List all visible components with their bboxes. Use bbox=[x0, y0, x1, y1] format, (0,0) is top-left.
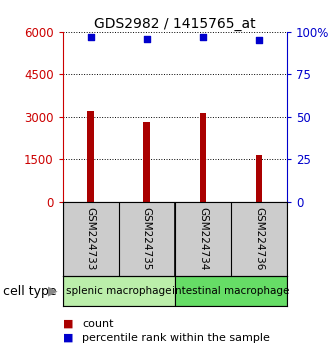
Text: GSM224734: GSM224734 bbox=[198, 207, 208, 271]
Text: GSM224733: GSM224733 bbox=[86, 207, 96, 271]
Bar bbox=[200, 113, 206, 202]
Text: ■: ■ bbox=[63, 333, 73, 343]
Point bbox=[256, 38, 262, 43]
Text: ▶: ▶ bbox=[48, 285, 57, 298]
Bar bbox=[63, 276, 175, 306]
Bar bbox=[87, 111, 94, 202]
Text: GSM224735: GSM224735 bbox=[142, 207, 152, 271]
Text: intestinal macrophage: intestinal macrophage bbox=[172, 286, 290, 296]
Text: splenic macrophage: splenic macrophage bbox=[66, 286, 172, 296]
Point bbox=[88, 34, 93, 40]
Bar bbox=[144, 122, 150, 202]
Text: ■: ■ bbox=[63, 319, 73, 329]
Point bbox=[200, 34, 206, 40]
Text: count: count bbox=[82, 319, 114, 329]
Text: cell type: cell type bbox=[3, 285, 57, 298]
Text: percentile rank within the sample: percentile rank within the sample bbox=[82, 333, 270, 343]
Text: GSM224736: GSM224736 bbox=[254, 207, 264, 271]
Point bbox=[144, 36, 149, 41]
Bar bbox=[175, 276, 287, 306]
Bar bbox=[256, 155, 262, 202]
Title: GDS2982 / 1415765_at: GDS2982 / 1415765_at bbox=[94, 17, 256, 31]
